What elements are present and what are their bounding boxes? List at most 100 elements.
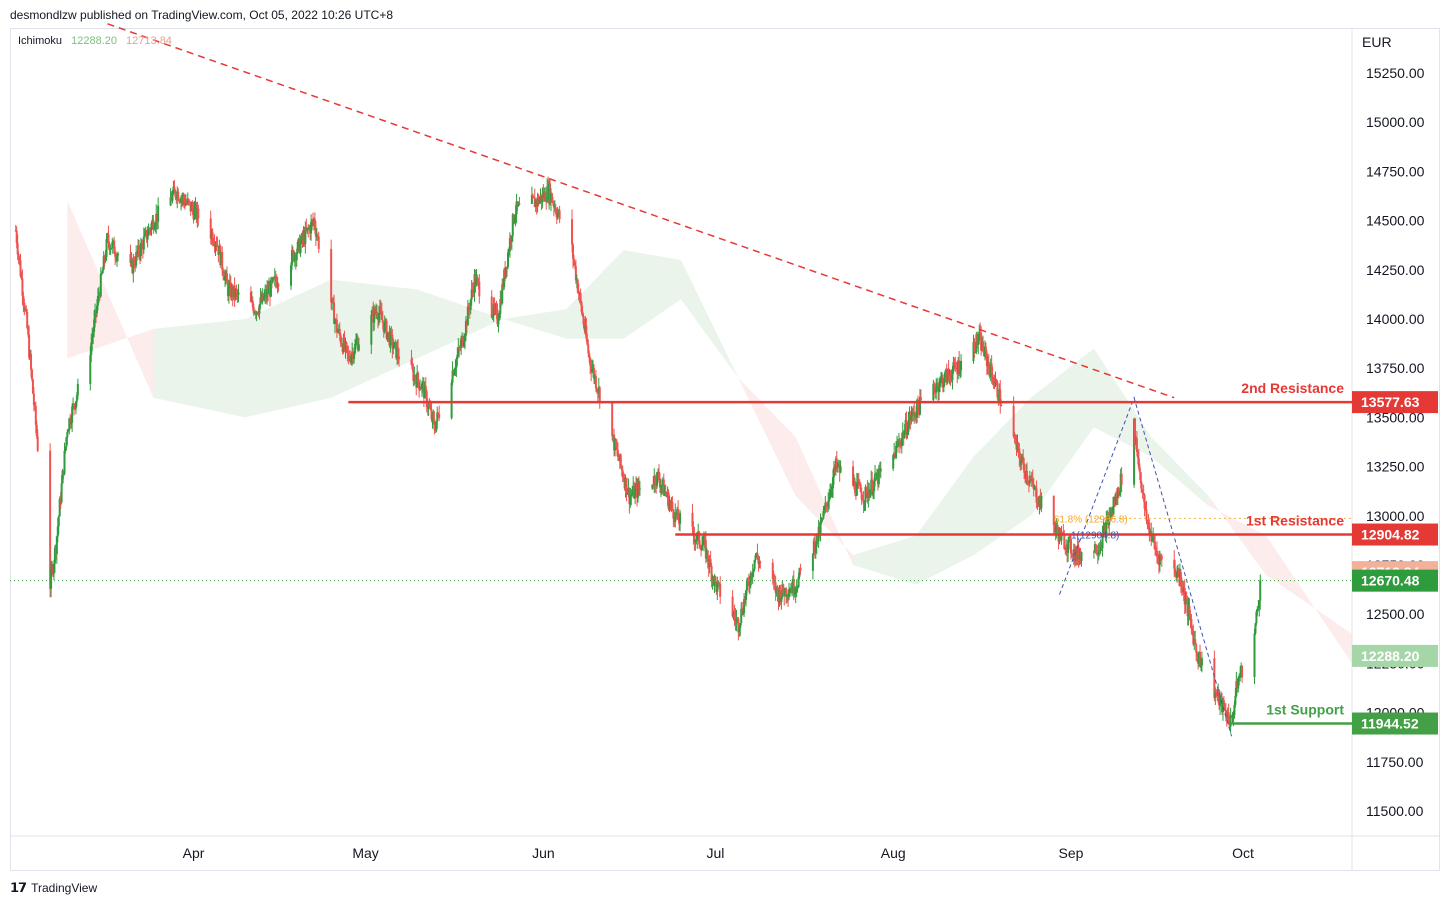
candle-body: [1229, 715, 1232, 727]
candle-body: [574, 266, 577, 281]
chart-frame[interactable]: [10, 28, 1440, 871]
candle-body: [69, 418, 72, 425]
candle-body: [152, 219, 155, 230]
candle-body: [1258, 600, 1261, 608]
price-tag-label: 13577.63: [1361, 394, 1420, 410]
candle-body: [771, 562, 774, 580]
candle-body: [1028, 479, 1031, 484]
candle-body: [154, 225, 157, 229]
price-tag-label: 11944.52: [1361, 716, 1419, 732]
candle-body: [1069, 538, 1072, 540]
candle-body: [1232, 715, 1235, 717]
candle-body: [466, 306, 469, 326]
candle-body: [960, 361, 963, 371]
candle-body: [634, 488, 637, 499]
candle-body: [823, 508, 826, 512]
candle-body: [184, 202, 187, 206]
candle-body: [799, 567, 802, 571]
candle-body: [872, 491, 875, 495]
candle-body: [1110, 508, 1113, 519]
candle-body: [1180, 585, 1183, 589]
candle-body: [949, 374, 952, 379]
cloud-segment: [795, 437, 854, 565]
candle-body: [93, 319, 96, 332]
candle-body: [1114, 494, 1117, 506]
candle-body: [792, 579, 795, 594]
candle-body: [94, 309, 97, 320]
cloud-segment: [1208, 496, 1266, 575]
candle-body: [918, 397, 921, 415]
candle-body: [215, 243, 218, 245]
candle-body: [911, 409, 914, 416]
candle-body: [423, 385, 426, 399]
candle-body: [913, 412, 916, 417]
candle-body: [464, 321, 467, 336]
price-tag: [1352, 569, 1438, 592]
candle-body: [797, 576, 800, 588]
candle-body: [919, 397, 922, 401]
candle-body: [974, 352, 977, 354]
tradingview-logo-icon: 𝟭𝟳: [10, 880, 27, 895]
candle-body: [32, 393, 35, 406]
candle-body: [788, 592, 791, 598]
candle-body: [335, 319, 338, 333]
candle-body: [798, 567, 801, 577]
candle-body: [462, 336, 465, 347]
legend-value-a: 12288.20: [71, 35, 117, 47]
candle-body: [58, 498, 61, 517]
candle-body: [425, 391, 428, 408]
candle-body: [1218, 690, 1221, 706]
candle-body: [150, 223, 153, 231]
candle-body: [1224, 709, 1227, 716]
candle-body: [740, 608, 743, 623]
candle-body: [852, 466, 855, 486]
candle-body: [1098, 550, 1101, 552]
candle-body: [389, 331, 392, 346]
candle-body: [332, 298, 335, 303]
candle-body: [551, 201, 554, 204]
candle-body: [20, 276, 23, 279]
candle-body: [96, 295, 99, 306]
candle-body: [1022, 456, 1025, 464]
candle-body: [27, 328, 30, 335]
candle-body: [498, 313, 501, 320]
candle-body: [954, 363, 957, 369]
candle-body: [952, 362, 955, 372]
candle-body: [275, 281, 278, 287]
candle-body: [139, 242, 142, 256]
candle-body: [753, 559, 756, 569]
candle-body: [828, 498, 831, 502]
candle-body: [737, 618, 740, 633]
candle-body: [492, 303, 495, 316]
candle-body: [138, 245, 141, 255]
candle-body: [147, 228, 150, 236]
candle-body: [637, 483, 640, 489]
candle-body: [70, 422, 73, 425]
candle-body: [1020, 460, 1023, 465]
candle-body: [157, 205, 160, 222]
candle-body: [745, 580, 748, 591]
candle-body: [1160, 556, 1163, 560]
indicator-legend[interactable]: Ichimoku 12288.20 12713.84: [18, 35, 172, 47]
candle-body: [1035, 488, 1038, 503]
cloud-segment: [738, 378, 796, 497]
candle-body: [490, 296, 493, 318]
candle-body: [214, 243, 217, 247]
axes: EUR 15250.00 15000.00 14750.00 14500.00 14250…: [183, 34, 1438, 861]
candle-body: [996, 381, 999, 398]
candle-body: [677, 508, 680, 521]
candle-body: [985, 352, 988, 367]
candle-body: [1036, 502, 1039, 506]
candle-body: [693, 535, 696, 543]
y-tick-label: 11750.00: [1366, 754, 1424, 770]
candle-body: [1199, 651, 1202, 667]
cloud-segment: [566, 250, 624, 339]
candle-body: [1159, 555, 1162, 557]
candle-body: [91, 337, 94, 343]
x-tick-label: May: [352, 845, 378, 861]
candle-body: [748, 585, 751, 587]
candle-body: [702, 537, 705, 544]
candle-body: [631, 494, 634, 496]
candle-body: [544, 191, 547, 202]
